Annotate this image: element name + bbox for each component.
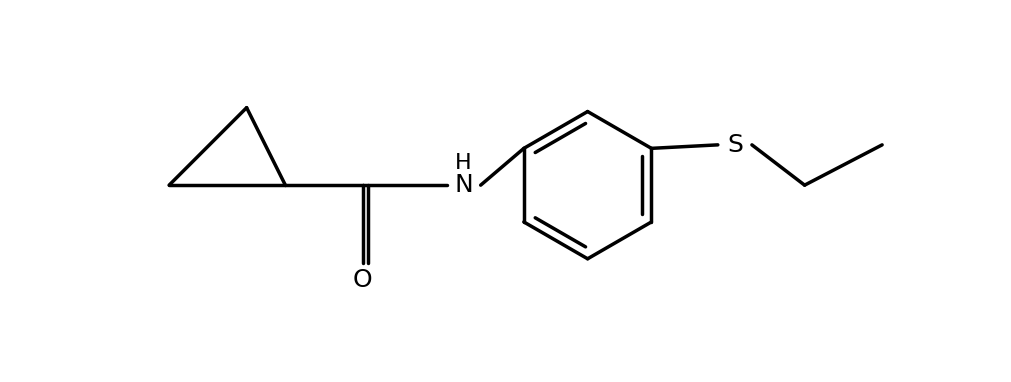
Text: S: S <box>726 133 742 157</box>
Text: N: N <box>454 173 472 197</box>
Text: O: O <box>353 268 372 292</box>
Text: H: H <box>455 154 471 173</box>
